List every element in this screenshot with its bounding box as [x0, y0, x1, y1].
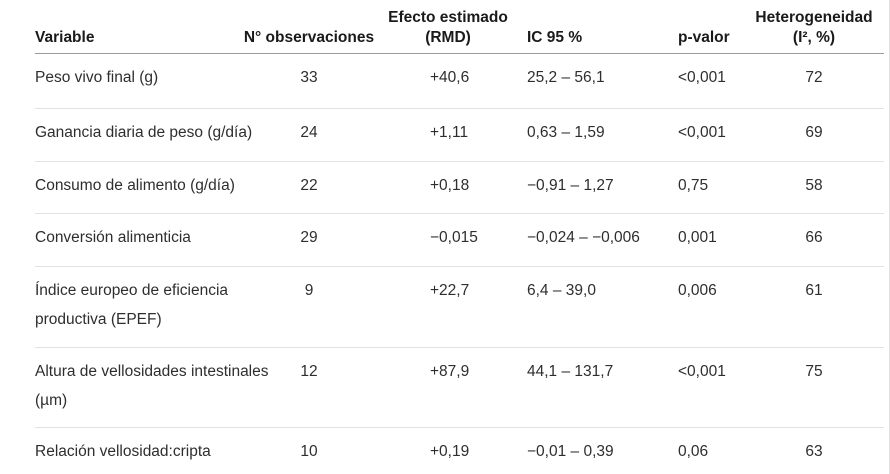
column-header-n-observaciones: N° observaciones — [243, 29, 375, 46]
cell-heterogeneidad: 75 — [805, 363, 823, 380]
table-row: Conversión alimenticia 29 −0,015 −0,024 … — [35, 213, 884, 267]
cell-variable-line1: Índice europeo de eficiencia — [35, 282, 229, 299]
cell-heterogeneidad: 69 — [805, 124, 823, 141]
cell-variable: Relación vellosidad:cripta — [35, 437, 211, 466]
cell-p-valor: <0,001 — [678, 69, 726, 86]
cell-variable-line1: Ganancia diaria de peso (g/día) — [35, 124, 253, 141]
cell-variable-line1: Consumo de alimento (g/día) — [35, 177, 235, 194]
cell-variable-line2: productiva (EPEF) — [35, 311, 162, 328]
column-header-heterogeneidad-line2: (I², %) — [792, 29, 836, 46]
cell-variable: Consumo de alimento (g/día) — [35, 171, 235, 200]
table-row: Índice europeo de eficiencia productiva … — [35, 266, 884, 348]
cell-ic95: −0,91 – 1,27 — [527, 177, 614, 194]
column-header-heterogeneidad: Heterogeneidad (I², %) — [739, 8, 889, 48]
column-header-efecto-estimado: Efecto estimado (RMD) — [373, 8, 523, 48]
cell-variable-line1: Relación vellosidad:cripta — [35, 443, 211, 460]
cell-heterogeneidad: 61 — [805, 282, 823, 299]
column-header-heterogeneidad-line1: Heterogeneidad — [755, 9, 873, 26]
cell-p-valor: 0,001 — [678, 229, 717, 246]
cell-variable: Altura de vellosidades intestinales (µm) — [35, 357, 269, 415]
table-row: Consumo de alimento (g/día) 22 +0,18 −0,… — [35, 161, 884, 214]
cell-efecto-estimado: +1,11 — [430, 124, 469, 141]
cell-n-observaciones: 10 — [300, 443, 318, 460]
cell-variable-line2: (µm) — [35, 392, 68, 409]
cell-ic95: 25,2 – 56,1 — [527, 69, 605, 86]
cell-heterogeneidad: 63 — [805, 443, 823, 460]
cell-ic95: −0,024 – −0,006 — [527, 229, 640, 246]
cell-variable-line1: Altura de vellosidades intestinales — [35, 363, 269, 380]
cell-n-observaciones: 9 — [304, 282, 314, 299]
cell-n-observaciones: 12 — [300, 363, 318, 380]
cell-heterogeneidad: 58 — [805, 177, 823, 194]
cell-efecto-estimado: +0,19 — [430, 443, 470, 460]
cell-efecto-estimado: +87,9 — [430, 363, 470, 380]
cell-p-valor: <0,001 — [678, 124, 726, 141]
column-header-variable: Variable — [35, 29, 95, 46]
cell-ic95: 44,1 – 131,7 — [527, 363, 614, 380]
cell-variable: Conversión alimenticia — [35, 223, 191, 252]
cell-ic95: −0,01 – 0,39 — [527, 443, 614, 460]
column-header-ic95: IC 95 % — [527, 29, 583, 46]
cell-efecto-estimado: +0,18 — [430, 177, 470, 194]
table-header-row: Variable N° observaciones Efecto estimad… — [35, 0, 884, 54]
table-row: Ganancia diaria de peso (g/día) 24 +1,11… — [35, 108, 884, 162]
cell-p-valor: <0,001 — [678, 363, 726, 380]
cell-variable-line1: Conversión alimenticia — [35, 229, 191, 246]
cell-n-observaciones: 33 — [300, 69, 318, 86]
cell-efecto-estimado: +40,6 — [430, 69, 470, 86]
table-row: Peso vivo final (g) 33 +40,6 25,2 – 56,1… — [35, 53, 884, 109]
cell-heterogeneidad: 72 — [805, 69, 823, 86]
cell-p-valor: 0,006 — [678, 282, 717, 299]
cell-heterogeneidad: 66 — [805, 229, 823, 246]
cell-n-observaciones: 22 — [300, 177, 318, 194]
cell-p-valor: 0,06 — [678, 443, 709, 460]
cell-n-observaciones: 24 — [300, 124, 318, 141]
table-row: Relación vellosidad:cripta 10 +0,19 −0,0… — [35, 427, 884, 474]
cell-ic95: 0,63 – 1,59 — [527, 124, 605, 141]
cell-p-valor: 0,75 — [678, 177, 709, 194]
column-header-p-valor: p-valor — [678, 29, 730, 46]
cell-variable: Ganancia diaria de peso (g/día) — [35, 118, 252, 147]
table-row: Altura de vellosidades intestinales (µm)… — [35, 347, 884, 428]
cell-variable: Peso vivo final (g) — [35, 63, 158, 92]
cell-ic95: 6,4 – 39,0 — [527, 282, 596, 299]
cell-efecto-estimado: +22,7 — [430, 282, 470, 299]
cell-variable: Índice europeo de eficiencia productiva … — [35, 276, 228, 334]
cell-efecto-estimado: −0,015 — [430, 229, 478, 246]
cell-variable-line1: Peso vivo final (g) — [35, 69, 159, 86]
column-header-efecto-line1: Efecto estimado — [388, 9, 508, 26]
cell-n-observaciones: 29 — [300, 229, 318, 246]
column-header-efecto-line2: (RMD) — [425, 29, 471, 46]
